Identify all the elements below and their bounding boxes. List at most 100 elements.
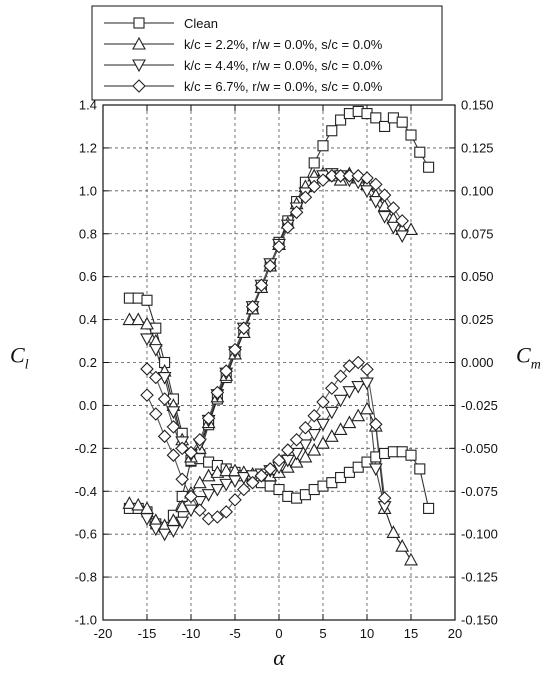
series-1-cm-point xyxy=(423,502,435,514)
legend-label: k/c = 6.7%, r/w = 0.0%, s/c = 0.0% xyxy=(184,79,383,94)
series-3-cm-point xyxy=(307,429,322,442)
y-right-axis-title-sub: m xyxy=(531,358,541,373)
series-4-cm-point xyxy=(184,489,198,504)
series-2-cm-point xyxy=(192,475,207,489)
y-right-tick-label: -0.125 xyxy=(461,570,498,585)
series-3-cm-point xyxy=(219,478,234,492)
series-4-cl-point xyxy=(237,321,251,335)
series-4-cm-point xyxy=(281,443,295,457)
series-4-cl-point xyxy=(201,411,216,426)
series-1-cl-point xyxy=(308,157,320,169)
series-1-cl-point xyxy=(141,294,153,306)
series-3-cm-point xyxy=(210,483,225,497)
series-2-cl-point xyxy=(140,316,154,330)
series-2-cm-point xyxy=(324,429,339,442)
series-4-cl-point xyxy=(140,362,154,376)
series-4-cm-point xyxy=(140,388,154,402)
series-3-cm-point xyxy=(289,447,304,461)
series-4-cl-point xyxy=(245,299,260,314)
series-2-cm-point xyxy=(131,497,146,511)
series-3-cm-point xyxy=(228,475,242,489)
series-3-cl-point xyxy=(360,185,374,198)
legend-marker xyxy=(132,79,146,93)
legend-marker xyxy=(133,17,145,29)
x-tick-label: -20 xyxy=(94,626,113,641)
y-left-tick-label: 1.0 xyxy=(79,183,97,198)
series-4-cm-point xyxy=(307,408,321,423)
series-2-cl-point xyxy=(122,312,137,326)
series-3-cm-point xyxy=(324,406,339,420)
series-2-cm-point xyxy=(351,408,366,422)
series-4-cm-point xyxy=(325,381,339,396)
y-left-axis-title: Cl xyxy=(10,343,29,373)
series-2-cm-point xyxy=(404,552,418,566)
y-right-tick-label: -0.025 xyxy=(461,398,498,413)
series-3-cl-point xyxy=(386,221,401,235)
series-2-cm-point xyxy=(316,436,330,449)
legend-box xyxy=(91,5,443,101)
series-1-cl-point xyxy=(396,116,408,128)
series-3-cl-point xyxy=(368,196,383,209)
series-3-cm-point xyxy=(192,495,207,509)
series-4-cm-point xyxy=(175,472,189,487)
y-right-tick-label: -0.075 xyxy=(461,484,498,499)
series-4-cm-point xyxy=(263,462,277,476)
series-4-cl-point xyxy=(210,385,225,400)
legend-label: k/c = 2.2%, r/w = 0.0%, s/c = 0.0% xyxy=(184,37,383,52)
y-right-tick-label: 0.000 xyxy=(461,355,494,370)
series-1-cl-point xyxy=(370,112,382,124)
series-4-cl-point xyxy=(360,171,374,185)
series-2-cm-point xyxy=(307,442,322,456)
y-right-axis-title: Cm xyxy=(516,343,541,373)
series-4-cl-point xyxy=(272,239,286,254)
series-4-cm-point xyxy=(166,448,181,462)
series-4-cl-point xyxy=(157,392,172,406)
series-2-cm-point xyxy=(298,449,313,463)
series-3-cm-point xyxy=(175,516,190,530)
series-4-cm-point xyxy=(360,362,374,377)
series-3-cm-point xyxy=(140,513,154,526)
series-3-cl-point xyxy=(148,344,163,357)
y-right-tick-label: 0.050 xyxy=(461,269,494,284)
series-1-cl-point xyxy=(335,114,347,126)
series-1-cl-point xyxy=(379,120,391,133)
series-4-cl-point xyxy=(193,432,207,447)
series-4-cl-point xyxy=(316,173,330,187)
y-left-axis-title-main: C xyxy=(10,343,25,368)
ticks: -20 -15 -10 -5 0 5 10 15 20 -1.0 -0.8 -0.6 -0.4 -0.2 0… xyxy=(75,98,498,642)
series-4-cl-point xyxy=(395,214,409,228)
series-4-cm-point xyxy=(219,505,233,519)
series-4-cl-point xyxy=(149,370,163,385)
series-3-cm-point xyxy=(166,525,181,538)
x-tick-label: 15 xyxy=(404,626,418,641)
series-3-cm-point xyxy=(298,439,313,453)
series-4-cl-point xyxy=(386,201,401,215)
series-4-cl-point xyxy=(228,342,242,357)
legend-label: k/c = 4.4%, r/w = 0.0%, s/c = 0.0% xyxy=(184,58,383,73)
series-4-cm-point xyxy=(228,493,242,507)
series-4-cl-point xyxy=(307,179,321,194)
y-right-tick-label: 0.125 xyxy=(461,140,494,155)
series-3-cl-point xyxy=(377,211,392,224)
y-right-tick-label: 0.150 xyxy=(461,98,494,113)
series-1-cl-point xyxy=(423,161,435,173)
series-3-cm-point xyxy=(360,377,374,391)
series-4-cl-point xyxy=(166,420,181,434)
y-right-axis-title-main: C xyxy=(516,343,531,368)
y-left-tick-label: -0.4 xyxy=(75,484,97,499)
legend: Clean k/c = 2.2%, r/w = 0.0%, s/c = 0.0% k… xyxy=(91,5,443,101)
series-3-cm-point xyxy=(157,528,172,542)
series-2-cm-point xyxy=(360,401,374,415)
series-3-cm-point xyxy=(316,418,330,432)
y-right-tick-label: 0.100 xyxy=(461,183,494,198)
series-4-cm-point xyxy=(377,491,392,505)
series-2-cm-point xyxy=(219,463,234,477)
series-4-cm-point xyxy=(245,475,260,490)
series-2-cm-point xyxy=(342,415,357,429)
series-4-cm-point xyxy=(298,420,313,435)
series-2-cl-point xyxy=(131,312,146,326)
series-4-cm-point xyxy=(333,369,348,384)
y-left-axis-title-sub: l xyxy=(25,358,29,373)
